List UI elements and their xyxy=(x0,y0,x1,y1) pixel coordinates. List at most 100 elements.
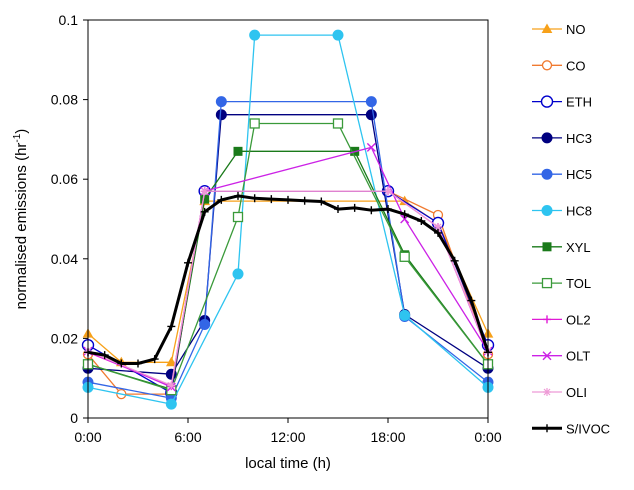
legend-label: OLI xyxy=(566,385,587,400)
legend-label: TOL xyxy=(566,276,591,291)
data-point xyxy=(217,195,226,204)
data-point xyxy=(249,29,261,41)
series-layer xyxy=(81,29,495,410)
y-axis-label: normalised emissions (hr-1) xyxy=(12,129,30,310)
data-point xyxy=(234,191,242,200)
legend-marker xyxy=(541,168,553,180)
ticks-layer: 0:00 6:00 12:00 18:00 0:00 0 0.02 0.04 0.06 0.08 0… xyxy=(51,12,502,445)
series-line xyxy=(87,146,489,388)
x-axis-label: local time (h) xyxy=(245,455,331,472)
legend-label: OLT xyxy=(566,349,590,364)
legend-label: OL2 xyxy=(566,312,591,327)
x-tick-label: 0:00 xyxy=(74,429,101,445)
data-point xyxy=(367,206,376,215)
y-tick-label: 0.08 xyxy=(51,92,78,108)
data-point xyxy=(100,351,109,360)
axes-layer xyxy=(87,19,489,419)
series-xyl xyxy=(83,146,493,394)
data-point xyxy=(334,205,342,214)
data-point xyxy=(284,195,292,204)
data-point xyxy=(434,228,442,237)
legend-marker xyxy=(540,95,554,108)
legend-entry: OLT xyxy=(532,349,590,364)
legend-marker xyxy=(541,23,553,33)
y-tick-label: 0.04 xyxy=(51,251,78,267)
data-point xyxy=(215,109,227,121)
data-point xyxy=(200,194,210,204)
x-tick-label: 6:00 xyxy=(174,429,201,445)
series-hc5 xyxy=(82,96,494,404)
legend-entry: CO xyxy=(532,58,586,73)
plot-frame xyxy=(87,19,489,419)
data-point xyxy=(434,222,442,231)
legend-label: HC8 xyxy=(566,204,592,219)
legend-label: S/IVOC xyxy=(566,421,610,436)
legend-entry: S/IVOC xyxy=(532,421,610,436)
legend-label: ETH xyxy=(566,95,592,110)
legend-entry: OLI xyxy=(532,385,587,400)
data-point xyxy=(300,196,309,205)
x-tick-label: 18:00 xyxy=(370,429,405,445)
y-tick-label: 0 xyxy=(70,410,78,426)
data-point xyxy=(366,142,376,152)
data-point xyxy=(400,210,409,219)
data-point xyxy=(134,359,142,368)
data-point xyxy=(232,268,244,280)
legend: NO CO ETH HC3 HC5 HC8 XYL TOL OL2 OLT OLI S/IVOC xyxy=(532,22,610,436)
data-point xyxy=(317,197,326,206)
legend-entry: NO xyxy=(532,22,586,37)
series-line xyxy=(87,100,489,399)
y-axis-label-main: normalised emissions (hr xyxy=(13,143,30,310)
y-axis-label-superscript: -1 xyxy=(12,133,23,142)
x-tick-label: 0:00 xyxy=(474,429,501,445)
data-point xyxy=(200,187,209,196)
legend-entry: XYL xyxy=(532,240,591,255)
y-tick-label: 0.1 xyxy=(59,12,79,28)
data-point xyxy=(165,398,177,410)
data-point xyxy=(350,203,359,212)
series-hc8 xyxy=(82,29,494,410)
data-point xyxy=(399,309,411,321)
legend-label: HC3 xyxy=(566,131,592,146)
legend-entry: OL2 xyxy=(532,312,591,327)
data-point xyxy=(200,207,209,216)
data-point xyxy=(150,355,159,364)
series-line xyxy=(87,150,489,390)
legend-entry: TOL xyxy=(532,276,591,291)
data-point xyxy=(184,258,192,267)
data-point xyxy=(365,109,377,121)
legend-entry: HC5 xyxy=(532,167,592,182)
legend-marker xyxy=(541,132,553,144)
series-olt xyxy=(83,142,493,392)
legend-marker xyxy=(541,205,553,216)
series-tol xyxy=(82,118,494,396)
data-point xyxy=(165,356,177,367)
y-tick-label: 0.02 xyxy=(51,330,78,346)
y-tick-label: 0.06 xyxy=(51,171,78,187)
data-point xyxy=(249,118,260,129)
data-point xyxy=(250,194,259,203)
data-point xyxy=(384,205,392,214)
data-point xyxy=(332,29,344,41)
series-line xyxy=(87,190,489,387)
legend-marker xyxy=(543,424,551,433)
data-point xyxy=(267,195,276,204)
data-point xyxy=(117,359,126,368)
legend-label: CO xyxy=(566,58,586,73)
data-point xyxy=(384,187,392,196)
legend-label: HC5 xyxy=(566,167,592,182)
legend-marker xyxy=(542,351,552,361)
x-tick-label: 12:00 xyxy=(270,429,305,445)
data-point xyxy=(450,256,459,265)
data-point xyxy=(167,322,176,331)
data-point xyxy=(199,318,211,330)
legend-marker xyxy=(541,60,553,71)
legend-label: NO xyxy=(566,22,586,37)
legend-marker xyxy=(543,315,551,324)
legend-marker xyxy=(543,388,551,396)
series-line xyxy=(87,190,489,395)
legend-label: XYL xyxy=(566,240,591,255)
data-point xyxy=(332,118,344,129)
legend-entry: HC3 xyxy=(532,131,592,146)
